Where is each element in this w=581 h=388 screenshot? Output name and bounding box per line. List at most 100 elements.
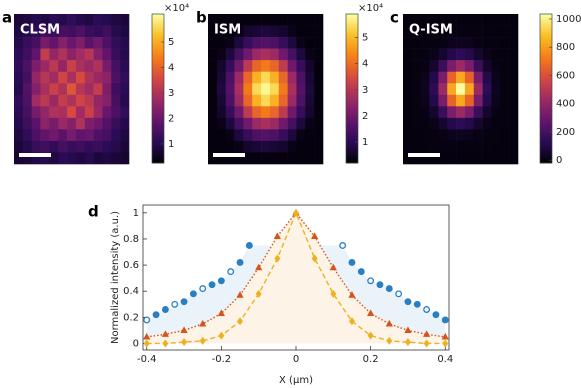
pixel	[296, 129, 306, 142]
marker	[143, 316, 151, 324]
pixel	[278, 129, 288, 142]
pixel	[438, 14, 448, 26]
colorbar-step	[152, 14, 164, 17]
pixel	[234, 37, 244, 49]
pixel	[234, 129, 244, 142]
pixel	[500, 14, 510, 26]
pixel	[473, 60, 483, 72]
pixel	[67, 140, 77, 153]
colorbar-step	[152, 160, 164, 164]
pixel	[216, 60, 226, 72]
colorbar-step	[346, 76, 358, 79]
pixel	[411, 117, 421, 130]
pixel	[438, 48, 448, 61]
pixel	[14, 60, 24, 72]
pixel	[243, 152, 253, 165]
pixel	[234, 117, 244, 130]
colorbar-step	[152, 41, 164, 45]
pixel	[252, 140, 262, 153]
colorbar-tick-label: 5	[362, 33, 368, 44]
panel-label: c	[390, 9, 399, 27]
pixel	[456, 37, 466, 49]
colorbar-step	[152, 73, 164, 77]
pixel	[93, 14, 103, 26]
pixel	[67, 117, 77, 130]
pixel	[464, 94, 475, 107]
pixel	[40, 129, 50, 142]
marker	[189, 290, 197, 298]
colorbar-step	[540, 90, 552, 94]
pixel	[216, 37, 226, 49]
pixel	[509, 129, 519, 142]
pixel	[58, 83, 68, 96]
colorbar-step	[540, 31, 552, 35]
pixel	[491, 14, 501, 26]
colorbar-step	[346, 16, 358, 20]
panel-title: ISM	[214, 23, 241, 38]
marker	[367, 331, 374, 340]
pixel	[403, 37, 413, 49]
colorbar-step	[152, 36, 164, 40]
colorbar-step	[346, 73, 358, 77]
pixel	[509, 117, 519, 130]
colorbar-step	[540, 43, 552, 47]
pixel	[40, 83, 50, 96]
pixel	[252, 152, 262, 165]
pixel	[420, 117, 430, 130]
marker	[442, 339, 449, 348]
pixel	[411, 94, 421, 107]
pixel	[314, 117, 324, 130]
pixel	[22, 140, 32, 153]
panel-label: d	[88, 203, 99, 221]
pixel	[403, 25, 413, 38]
colorbar-tick-label: 4	[168, 62, 174, 73]
pixel	[102, 129, 112, 142]
pixel	[208, 14, 218, 26]
marker	[237, 317, 244, 326]
pixel	[447, 129, 457, 142]
pixel	[93, 140, 103, 153]
series-line	[146, 210, 446, 345]
x-tick-label: -0.2	[212, 354, 232, 365]
pixel	[67, 48, 77, 61]
pixel	[22, 25, 32, 38]
pixel	[84, 71, 94, 84]
pixel	[14, 106, 24, 119]
pixel	[208, 83, 218, 96]
colorbar-step	[152, 28, 164, 32]
panel-label: b	[196, 9, 207, 27]
pixel	[120, 152, 130, 165]
pixel	[111, 129, 121, 142]
pixel	[482, 152, 492, 165]
colorbar-step	[346, 148, 358, 151]
colorbar-step	[152, 135, 164, 139]
pixel	[314, 129, 324, 142]
pixel	[429, 94, 439, 107]
pixel	[464, 71, 475, 84]
pixel	[93, 71, 103, 84]
pixel	[296, 14, 306, 26]
pixel	[14, 117, 24, 130]
pixel	[296, 152, 306, 165]
pixel	[67, 152, 77, 165]
pixel	[482, 129, 492, 142]
pixel	[464, 83, 475, 96]
pixel	[261, 140, 271, 153]
pixel	[252, 83, 262, 96]
pixel	[40, 94, 50, 107]
pixel	[500, 83, 510, 96]
colorbar-step	[540, 130, 552, 134]
pixel	[403, 117, 413, 130]
pixel	[261, 14, 271, 26]
pixel	[67, 25, 77, 38]
colorbar-step	[152, 113, 164, 117]
marker	[423, 330, 431, 337]
pixel	[102, 117, 112, 130]
colorbar-step	[540, 16, 552, 20]
colorbar-step	[152, 155, 164, 159]
pixel	[491, 25, 501, 38]
colorbar-step	[152, 110, 164, 114]
pixel	[22, 117, 32, 130]
pixel	[75, 37, 86, 49]
pixel	[420, 83, 430, 96]
